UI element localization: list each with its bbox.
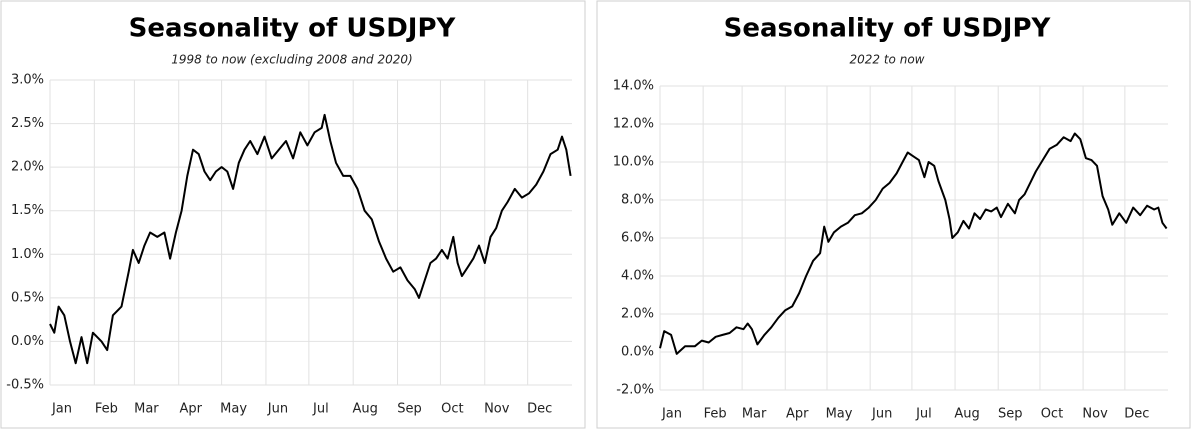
chart-subtitle: 2022 to now (850, 53, 925, 67)
y-tick-label: 14.0% (613, 79, 654, 94)
x-tick-label: Aug (352, 402, 377, 417)
y-tick-label: 1.5% (11, 203, 44, 218)
x-tick-label: May (826, 407, 853, 422)
y-tick-label: 4.0% (621, 269, 654, 284)
y-tick-label: 2.0% (621, 307, 654, 322)
x-tick-label: Dec (527, 402, 552, 417)
y-tick-label: 0.0% (11, 334, 44, 349)
x-tick-label: Aug (954, 407, 979, 422)
y-tick-label: 8.0% (621, 193, 654, 208)
x-tick-label: Apr (179, 402, 202, 417)
y-tick-label: 0.5% (11, 290, 44, 305)
x-tick-label: Jul (915, 407, 932, 422)
y-tick-label: -0.5% (6, 378, 44, 393)
x-tick-label: Oct (441, 402, 463, 417)
panel-frame (596, 0, 1191, 429)
x-tick-label: Jun (871, 407, 892, 422)
data-line (659, 132, 1168, 355)
y-tick-label: 0.0% (621, 345, 654, 360)
x-tick-label: Jan (661, 407, 682, 422)
x-tick-label: Feb (704, 407, 727, 422)
x-tick-label: Nov (484, 402, 510, 417)
chart-title: Seasonality of USDJPY (724, 14, 1052, 44)
y-tick-label: 2.0% (11, 160, 44, 175)
x-tick-label: Oct (1041, 407, 1063, 422)
y-tick-label: 6.0% (621, 231, 654, 246)
x-tick-label: Feb (95, 402, 118, 417)
chart-title: Seasonality of USDJPY (129, 14, 457, 44)
x-tick-label: Mar (742, 407, 767, 422)
y-tick-label: 3.0% (11, 73, 44, 88)
x-tick-label: Jun (267, 402, 288, 417)
x-tick-label: Jul (312, 402, 329, 417)
x-tick-label: Jan (51, 402, 72, 417)
x-tick-label: Apr (786, 407, 809, 422)
x-tick-label: Dec (1124, 407, 1149, 422)
y-tick-label: 10.0% (613, 155, 654, 170)
panel-frame (0, 0, 586, 429)
x-tick-label: Nov (1082, 407, 1108, 422)
x-tick-label: Sep (998, 407, 1023, 422)
chart-subtitle: 1998 to now (excluding 2008 and 2020) (171, 53, 412, 67)
y-tick-label: 1.0% (11, 247, 44, 262)
data-line (49, 113, 572, 365)
y-tick-label: -2.0% (616, 383, 654, 398)
x-tick-label: Sep (397, 402, 422, 417)
x-tick-label: May (220, 402, 247, 417)
y-tick-label: 12.0% (613, 117, 654, 132)
x-tick-label: Mar (134, 402, 159, 417)
y-tick-label: 2.5% (11, 116, 44, 131)
